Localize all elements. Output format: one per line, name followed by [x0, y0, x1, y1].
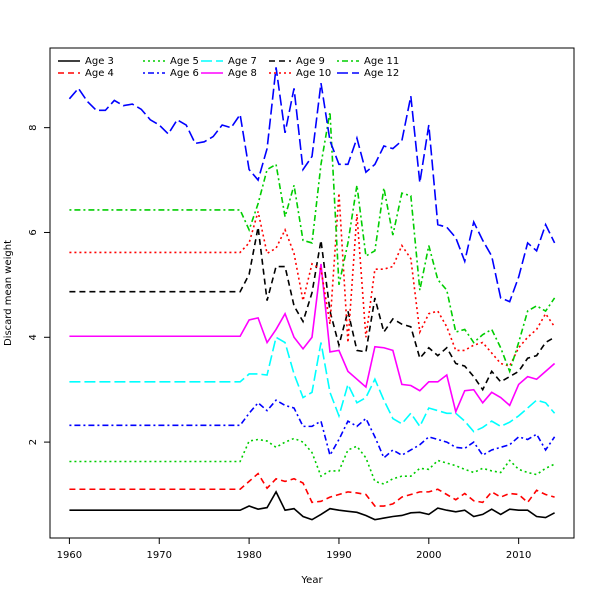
- plot-frame: [49, 47, 575, 539]
- legend-label: Age 9: [296, 56, 325, 67]
- legend-label: Age 4: [85, 68, 114, 79]
- y-axis-label: Discard mean weight: [3, 240, 14, 346]
- series-line: [68, 67, 556, 303]
- x-tick-label: 1960: [57, 550, 82, 561]
- series-line: [69, 490, 555, 521]
- series-line: [69, 227, 555, 392]
- legend-label: Age 11: [364, 56, 399, 67]
- series-line: [69, 111, 556, 374]
- y-tick-label: 8: [28, 124, 39, 130]
- x-tick-label: 1970: [147, 550, 172, 561]
- legend-label: Age 8: [228, 68, 257, 79]
- x-axis-label: Year: [300, 575, 323, 586]
- series-line: [69, 399, 556, 460]
- legend-label: Age 10: [296, 68, 331, 79]
- y-tick-label: 2: [28, 439, 39, 445]
- x-tick-label: 1990: [326, 550, 351, 561]
- x-tick-label: 1980: [236, 550, 261, 561]
- legend-label: Age 12: [364, 68, 399, 79]
- x-tick-label: 2000: [416, 550, 441, 561]
- legend-label: Age 7: [228, 56, 257, 67]
- legend-label: Age 6: [170, 68, 199, 79]
- y-tick-label: 4: [28, 334, 39, 340]
- legend-label: Age 5: [170, 56, 199, 67]
- series-line: [69, 263, 556, 415]
- series-line: [69, 472, 555, 507]
- y-tick-label: 6: [28, 229, 39, 235]
- series-line: [69, 193, 556, 368]
- legend-label: Age 3: [85, 56, 114, 67]
- x-tick-label: 2010: [506, 550, 531, 561]
- series-line: [69, 437, 555, 485]
- series-line: [69, 336, 556, 433]
